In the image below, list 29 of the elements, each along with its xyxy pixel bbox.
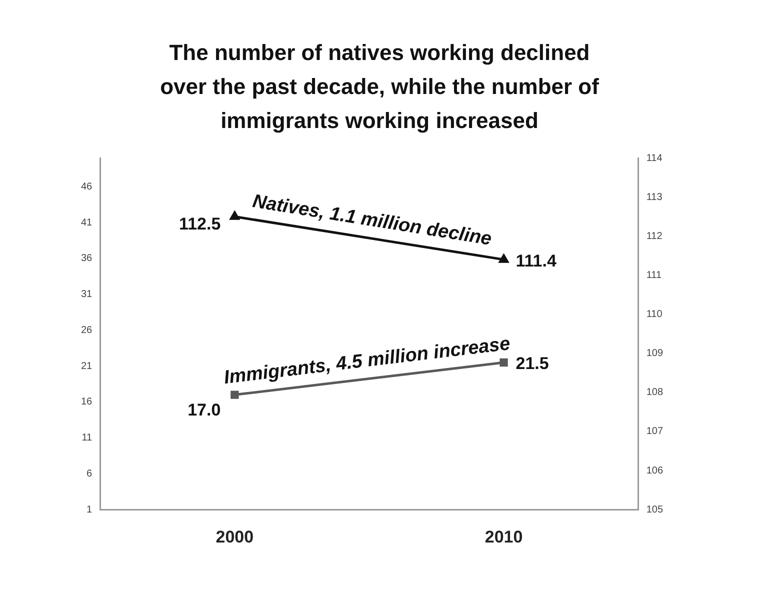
y-tick-label: 31	[81, 289, 93, 300]
y2-tick-label: 109	[646, 348, 664, 360]
chart-title: The number of natives working declined over the past decade, while the number of immigrants working increased	[159, 39, 600, 135]
data-label: 17.0	[188, 400, 221, 420]
data-label: 111.4	[516, 251, 557, 270]
y2-tick-label: 113	[646, 192, 663, 203]
y-tick-label: 26	[81, 324, 93, 336]
y2-tick-label: 111	[646, 270, 662, 281]
data-label: 112.5	[179, 214, 221, 234]
y2-tick-label: 108	[646, 387, 664, 398]
y-tick-label: 36	[81, 253, 93, 264]
y-tick-label: 11	[82, 432, 93, 444]
text: Immigrants, 4.5 million increase	[222, 333, 512, 389]
y2-tick-label: 107	[646, 426, 664, 438]
y2-tick-label: 112	[646, 230, 663, 242]
y-tick-label: 46	[81, 181, 93, 192]
y2-tick-label: 114	[646, 152, 663, 164]
text: Natives, 1.1 million decline	[251, 191, 494, 250]
y-tick-label: 16	[81, 396, 93, 408]
y-tick-label: 21	[81, 360, 93, 372]
x-tick-label: 2000	[216, 527, 254, 546]
y2-tick-label: 106	[646, 465, 664, 476]
y2-tick-label: 110	[646, 309, 663, 320]
x-tick-label: 2010	[484, 527, 523, 546]
y2-tick-label: 105	[646, 504, 664, 516]
y-tick-label: 41	[81, 217, 93, 228]
data-label: 21.5	[516, 354, 549, 374]
y-tick-label: 1	[86, 504, 93, 516]
y-tick-label: 6	[86, 468, 93, 480]
